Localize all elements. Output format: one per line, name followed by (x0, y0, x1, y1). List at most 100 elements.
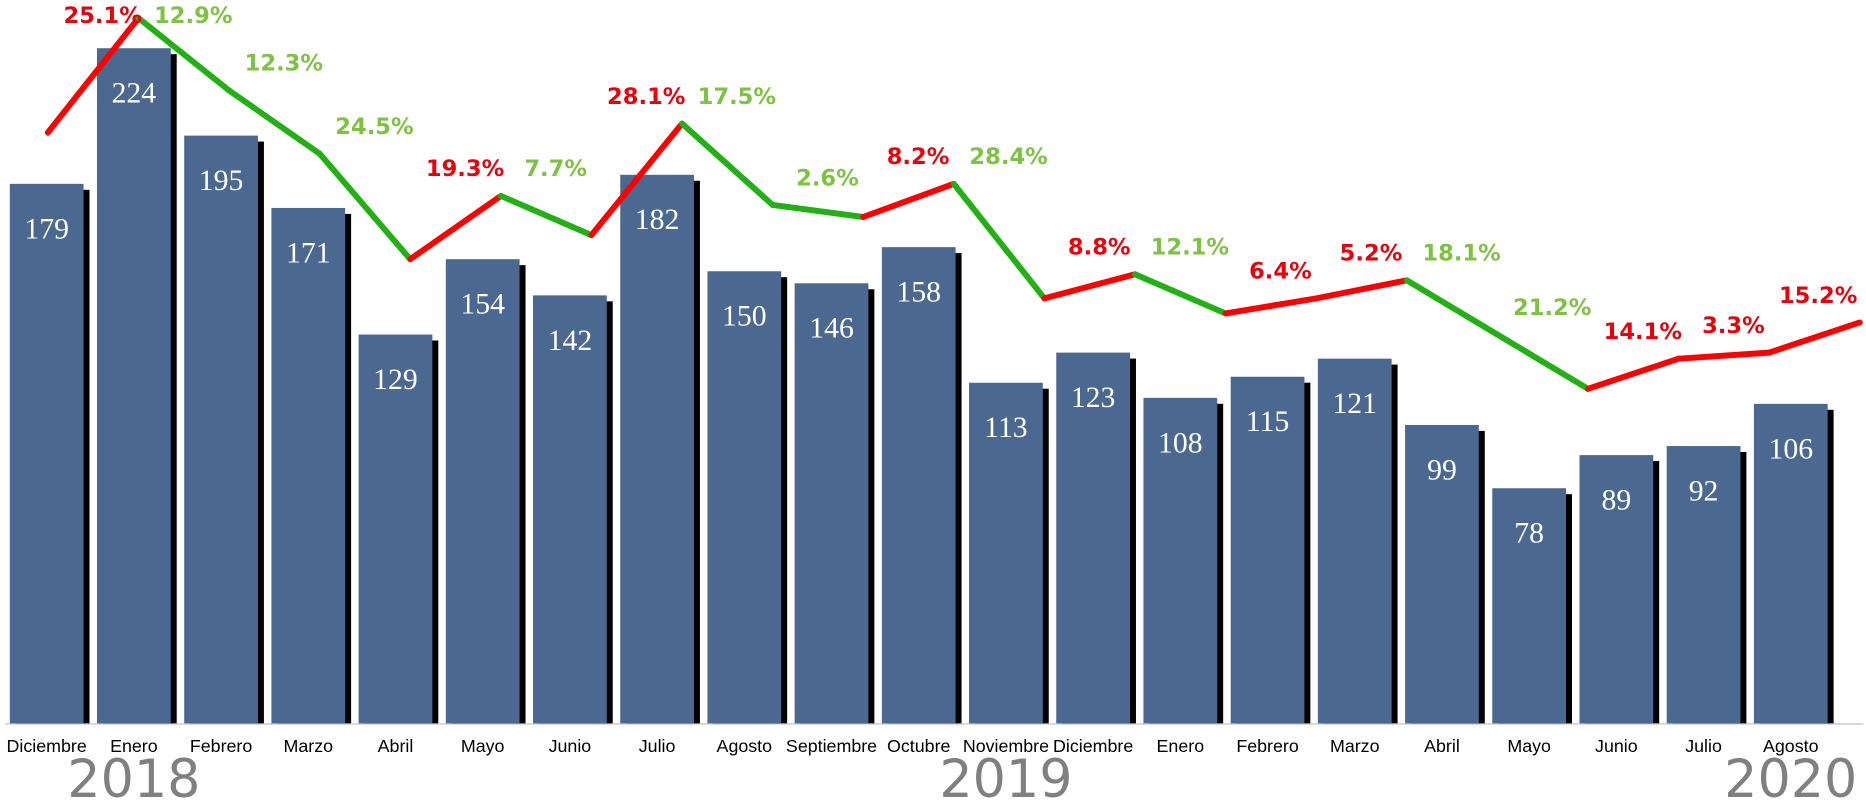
year-label: 2018 (67, 749, 200, 809)
value-label: 113 (984, 411, 1027, 444)
change-segment (1766, 319, 1863, 356)
change-segment (44, 15, 142, 136)
value-label: 115 (1246, 405, 1290, 438)
bar (184, 135, 258, 724)
bar (1317, 358, 1392, 724)
bar (1230, 376, 1305, 724)
value-label: 108 (1158, 426, 1203, 459)
value-label: 182 (635, 203, 680, 236)
change-segment (1403, 277, 1501, 338)
change-label: 18.1% (1422, 241, 1500, 267)
value-label: 195 (199, 164, 244, 197)
x-tick-label: Abril (1424, 736, 1460, 756)
bar (96, 48, 171, 724)
change-label: 8.8% (1068, 235, 1131, 261)
x-tick-label: Agosto (1763, 736, 1819, 756)
value-label: 142 (548, 324, 593, 357)
change-label: 14.1% (1604, 319, 1682, 345)
bar (881, 247, 956, 724)
bar (1056, 352, 1131, 724)
x-tick-label: Julio (639, 736, 676, 756)
value-label: 92 (1689, 474, 1719, 507)
x-tick-label: Mayo (461, 736, 505, 756)
bar (9, 183, 84, 724)
value-label: 129 (373, 363, 418, 396)
value-label: 150 (722, 300, 767, 333)
bar (707, 271, 782, 724)
x-tick-label: Mayo (1507, 736, 1551, 756)
bar (1666, 446, 1741, 724)
change-label: 15.2% (1779, 283, 1857, 309)
bar (794, 283, 869, 724)
change-label: 8.2% (887, 144, 950, 170)
value-label: 78 (1514, 517, 1544, 550)
bar (445, 259, 520, 724)
change-segment (588, 120, 686, 239)
change-segment (1675, 349, 1773, 362)
x-tick-label: Diciembre (1053, 736, 1133, 756)
year-label: 2020 (1724, 749, 1857, 809)
change-segment (407, 192, 504, 263)
change-label: 6.4% (1249, 259, 1312, 285)
change-label: 17.5% (698, 84, 776, 110)
bar (271, 207, 346, 724)
change-label: 25.1% (63, 3, 141, 29)
value-label: 89 (1602, 484, 1632, 517)
x-tick-label: Enero (1157, 736, 1205, 756)
x-tick-label: Marzo (284, 736, 334, 756)
bar (1753, 403, 1828, 724)
bar (620, 174, 694, 724)
change-label: 28.1% (607, 84, 685, 110)
x-tick-label: Octubre (887, 736, 951, 756)
change-segment (1041, 271, 1138, 302)
x-tick-label: Diciembre (7, 736, 87, 756)
value-label: 146 (809, 312, 854, 345)
change-segment (226, 87, 323, 157)
change-segment (316, 150, 414, 263)
x-tick-label: Abril (378, 736, 414, 756)
value-label: 106 (1768, 432, 1813, 465)
change-label: 21.2% (1513, 295, 1591, 321)
change-segment (135, 15, 233, 94)
x-tick-label: Julio (1685, 736, 1722, 756)
bar (1579, 455, 1654, 724)
change-label: 3.3% (1702, 313, 1765, 339)
change-label: 24.5% (335, 114, 413, 140)
change-segment (860, 180, 957, 220)
change-label: 12.3% (245, 51, 323, 77)
x-tick-label: Septiembre (786, 736, 877, 756)
change-segment (1313, 277, 1410, 302)
value-label: 154 (460, 288, 505, 321)
change-label: 5.2% (1340, 241, 1403, 267)
value-label: 99 (1427, 453, 1457, 486)
bar (1492, 488, 1567, 724)
x-tick-label: Febrero (1236, 736, 1299, 756)
x-tick-label: Marzo (1330, 736, 1380, 756)
x-tick-label: Agosto (717, 736, 773, 756)
value-label: 224 (112, 77, 157, 110)
change-segment (950, 180, 1048, 302)
change-segment (497, 192, 595, 239)
change-segment (1132, 271, 1229, 317)
change-segment (1222, 295, 1320, 317)
x-tick-label: Junio (1595, 736, 1638, 756)
bar (533, 295, 607, 724)
bar (1143, 397, 1218, 724)
year-label: 2019 (939, 749, 1072, 809)
change-label: 28.4% (969, 144, 1047, 170)
x-tick-label: Noviembre (963, 736, 1049, 756)
bar (358, 334, 433, 724)
value-label: 179 (24, 212, 69, 245)
change-segment (1494, 331, 1591, 392)
value-label: 121 (1332, 387, 1377, 420)
change-segment (679, 120, 776, 208)
x-tick-label: Enero (110, 736, 158, 756)
change-label: 7.7% (524, 156, 587, 182)
change-label: 2.6% (796, 165, 859, 191)
value-label: 158 (896, 276, 941, 309)
bar (1405, 424, 1479, 724)
change-label: 12.1% (1151, 235, 1229, 261)
change-segment (769, 201, 867, 220)
value-label: 123 (1071, 381, 1116, 414)
